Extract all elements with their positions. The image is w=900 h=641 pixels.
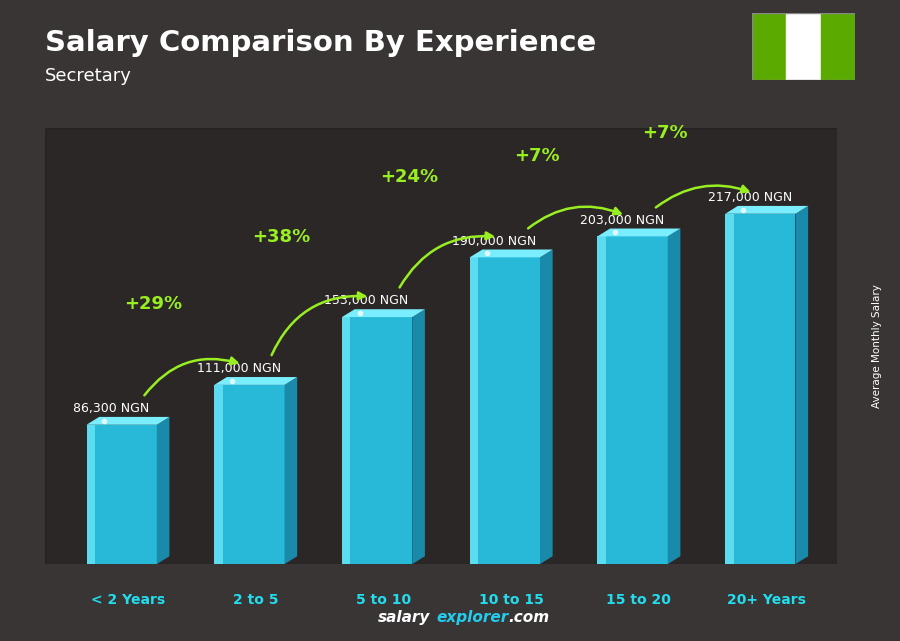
Polygon shape <box>540 249 553 564</box>
Polygon shape <box>214 385 222 564</box>
Text: 5 to 10: 5 to 10 <box>356 593 411 607</box>
Text: 15 to 20: 15 to 20 <box>607 593 671 607</box>
Polygon shape <box>598 229 680 237</box>
Text: +24%: +24% <box>380 168 438 186</box>
Text: +38%: +38% <box>252 228 310 246</box>
Polygon shape <box>470 257 478 564</box>
Bar <box>752 13 786 80</box>
Polygon shape <box>222 385 284 564</box>
Text: 2 to 5: 2 to 5 <box>233 593 278 607</box>
Bar <box>786 13 821 80</box>
Text: 20+ Years: 20+ Years <box>727 593 806 607</box>
Polygon shape <box>350 317 412 564</box>
Text: 111,000 NGN: 111,000 NGN <box>197 362 281 375</box>
Polygon shape <box>157 417 169 564</box>
Polygon shape <box>606 237 668 564</box>
Polygon shape <box>412 309 425 564</box>
Text: .com: .com <box>508 610 550 625</box>
Polygon shape <box>734 213 796 564</box>
Polygon shape <box>342 317 350 564</box>
Text: Average Monthly Salary: Average Monthly Salary <box>872 284 883 408</box>
Text: 203,000 NGN: 203,000 NGN <box>580 213 664 227</box>
Bar <box>821 13 855 80</box>
Polygon shape <box>94 425 157 564</box>
Polygon shape <box>598 237 606 564</box>
Polygon shape <box>214 377 297 385</box>
Text: Salary Comparison By Experience: Salary Comparison By Experience <box>45 29 596 57</box>
Text: 10 to 15: 10 to 15 <box>479 593 544 607</box>
Text: 86,300 NGN: 86,300 NGN <box>73 402 149 415</box>
Polygon shape <box>725 213 734 564</box>
Polygon shape <box>725 206 808 213</box>
Text: +29%: +29% <box>124 296 183 313</box>
Text: explorer: explorer <box>436 610 508 625</box>
Text: 190,000 NGN: 190,000 NGN <box>452 235 536 247</box>
Text: 217,000 NGN: 217,000 NGN <box>707 191 792 204</box>
Text: < 2 Years: < 2 Years <box>91 593 165 607</box>
Polygon shape <box>470 249 553 257</box>
Polygon shape <box>86 417 169 425</box>
Text: +7%: +7% <box>642 124 688 142</box>
Polygon shape <box>668 229 680 564</box>
Polygon shape <box>342 309 425 317</box>
Polygon shape <box>86 425 94 564</box>
Polygon shape <box>796 206 808 564</box>
Text: +7%: +7% <box>514 147 560 165</box>
Polygon shape <box>284 377 297 564</box>
Text: Secretary: Secretary <box>45 67 132 85</box>
Polygon shape <box>478 257 540 564</box>
Text: 153,000 NGN: 153,000 NGN <box>325 294 409 308</box>
Text: salary: salary <box>378 610 430 625</box>
